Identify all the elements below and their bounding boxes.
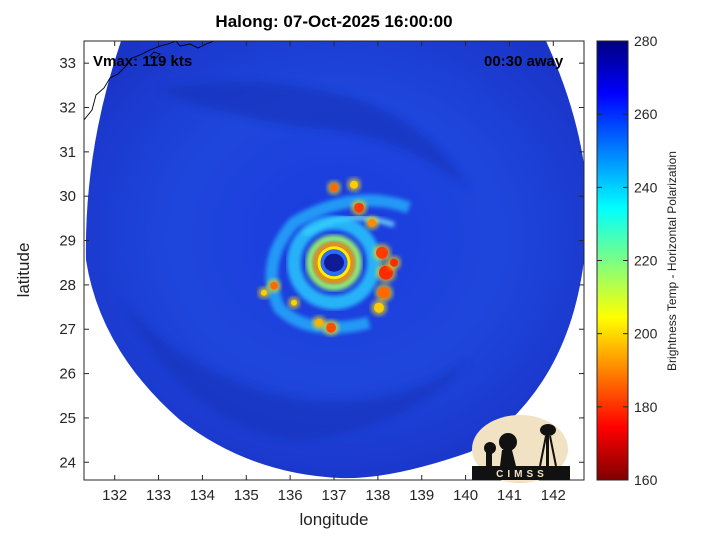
convective-cell xyxy=(261,289,267,296)
y-axis: 24 25 26 27 28 29 30 31 32 33 xyxy=(59,55,584,471)
y-tick-label: 32 xyxy=(59,100,76,117)
eyewall xyxy=(313,241,355,284)
convective-cell xyxy=(368,218,376,227)
y-tick-label: 25 xyxy=(59,410,76,427)
colorbar-ticks: 160 180 200 220 240 260 280 xyxy=(597,33,658,488)
outer-eyewall xyxy=(287,215,381,310)
convective-cell xyxy=(315,318,323,327)
eye xyxy=(324,253,344,272)
eyewall-outer-ring xyxy=(306,234,362,291)
convective-cell xyxy=(350,180,358,189)
colorbar-label: Brightness Temp - Horizontal Polarizatio… xyxy=(665,151,679,371)
y-tick-label: 26 xyxy=(59,366,76,383)
vmax-annotation: Vmax: 119 kts xyxy=(93,53,193,70)
x-tick-label: 134 xyxy=(190,487,215,504)
y-tick-label: 27 xyxy=(59,321,76,338)
y-tick-label: 28 xyxy=(59,277,76,294)
colorbar-tick-label: 240 xyxy=(634,179,658,195)
convective-cell xyxy=(330,183,338,192)
convective-cell xyxy=(379,265,393,280)
x-tick-label: 135 xyxy=(234,487,259,504)
convective-cell xyxy=(378,286,390,299)
x-tick-label: 139 xyxy=(409,487,434,504)
coastline xyxy=(84,41,215,121)
x-tick-label: 136 xyxy=(278,487,303,504)
y-tick-label: 31 xyxy=(59,144,76,161)
x-tick-label: 133 xyxy=(146,487,171,504)
dark-band xyxy=(160,82,470,190)
x-tick-label: 138 xyxy=(365,487,390,504)
microwave-swath xyxy=(85,41,584,479)
y-tick-label: 33 xyxy=(59,55,76,72)
colorbar-tick-label: 260 xyxy=(634,106,658,122)
x-tick-label: 140 xyxy=(453,487,478,504)
colorbar-tick-label: 180 xyxy=(634,399,658,415)
y-tick-label: 29 xyxy=(59,233,76,250)
x-tick-label: 137 xyxy=(321,487,346,504)
x-axis: 132 133 134 135 136 137 138 139 140 141 142 xyxy=(102,41,566,504)
convective-cell xyxy=(291,299,297,306)
convective-cell xyxy=(374,302,384,313)
cimss-logo: CIMSS xyxy=(472,415,570,483)
convective-cell xyxy=(326,322,336,333)
x-tick-label: 142 xyxy=(541,487,566,504)
x-tick-label: 132 xyxy=(102,487,127,504)
x-axis-label: longitude xyxy=(299,510,369,529)
colorbar-tick-label: 220 xyxy=(634,253,658,269)
eyewall-inner xyxy=(317,246,351,280)
y-axis-label: latitude xyxy=(14,242,33,298)
chart-title: Halong: 07-Oct-2025 16:00:00 xyxy=(215,12,453,31)
colorbar-tick-label: 280 xyxy=(634,33,658,49)
colorbar-tick-label: 160 xyxy=(634,472,658,488)
convective-cell xyxy=(390,258,398,267)
x-tick-label: 141 xyxy=(497,487,522,504)
y-tick-label: 24 xyxy=(59,454,76,471)
time-offset-annotation: 00:30 away xyxy=(484,53,564,70)
convective-cell xyxy=(376,246,388,259)
dark-band xyxy=(120,300,470,440)
convective-cell xyxy=(270,281,278,290)
logo-text: CIMSS xyxy=(496,469,548,480)
y-tick-label: 30 xyxy=(59,188,76,205)
convective-cell xyxy=(354,202,364,213)
colorbar-tick-label: 200 xyxy=(634,326,658,342)
storm-structure xyxy=(258,177,412,336)
